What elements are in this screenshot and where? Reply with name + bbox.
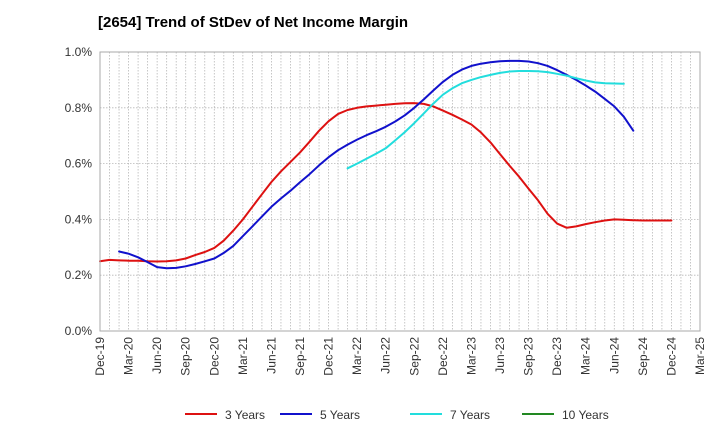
y-tick-label: 0.4% (65, 212, 93, 226)
x-tick-label: Sep-23 (522, 337, 536, 376)
x-tick-label: Jun-23 (493, 337, 507, 374)
y-tick-label: 0.6% (65, 157, 93, 171)
x-tick-label: Mar-24 (579, 337, 593, 375)
x-tick-label: Mar-23 (464, 337, 478, 375)
y-tick-label: 1.0% (65, 45, 93, 59)
x-tick-label: Mar-21 (236, 337, 250, 375)
grid (100, 52, 700, 331)
series-line (99, 102, 673, 263)
x-axis-ticks: Dec-19 Mar-20 Jun-20 Sep-20 Dec-20 Mar-21 Jun-… (93, 337, 707, 376)
plot-area-border (99, 51, 701, 332)
legend-label: 3 Years (225, 408, 265, 422)
x-tick-label: Mar-20 (122, 337, 136, 375)
x-tick-label: Dec-22 (436, 337, 450, 376)
y-tick-label: 0.8% (65, 101, 93, 115)
series-line (346, 70, 625, 170)
x-tick-label: Jun-20 (150, 337, 164, 374)
x-tick-label: Mar-25 (693, 337, 707, 375)
x-tick-label: Sep-20 (179, 337, 193, 376)
legend-label: 5 Years (320, 408, 360, 422)
y-tick-label: 0.0% (65, 324, 93, 338)
x-tick-label: Jun-22 (379, 337, 393, 374)
legend-label: 7 Years (450, 408, 490, 422)
x-tick-label: Jun-24 (607, 337, 621, 374)
x-tick-label: Mar-22 (350, 337, 364, 375)
chart-title: [2654] Trend of StDev of Net Income Marg… (98, 14, 409, 31)
x-tick-label: Jun-21 (264, 337, 278, 374)
x-tick-label: Sep-21 (293, 337, 307, 376)
x-tick-label: Dec-24 (664, 337, 678, 376)
x-tick-label: Dec-20 (207, 337, 221, 376)
x-tick-label: Sep-22 (407, 337, 421, 376)
y-tick-label: 0.2% (65, 268, 93, 282)
x-tick-label: Dec-21 (322, 337, 336, 376)
x-tick-label: Dec-23 (550, 337, 564, 376)
legend: 3 Years 5 Years 7 Years 10 Years (185, 408, 609, 422)
legend-label: 10 Years (562, 408, 609, 422)
x-tick-label: Dec-19 (93, 337, 107, 376)
x-tick-label: Sep-24 (636, 337, 650, 376)
series-line (118, 59, 635, 270)
y-axis-ticks: 0.0% 0.2% 0.4% 0.6% 0.8% 1.0% (65, 45, 93, 338)
series-lines (99, 59, 673, 270)
